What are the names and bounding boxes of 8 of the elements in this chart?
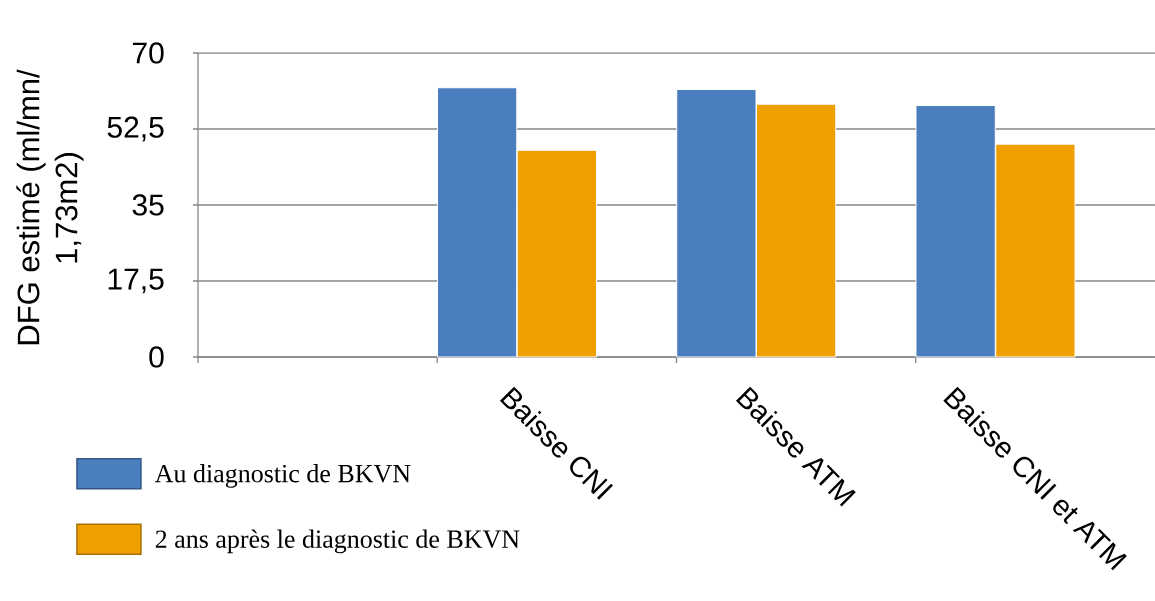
y-axis-title: DFG estimé (ml/mn/ 1,73m2) bbox=[16, 69, 84, 345]
y-tick-label: 35 bbox=[132, 194, 164, 216]
legend-label: Au diagnostic de BKVN bbox=[154, 464, 411, 488]
legend-label: 2 ans après le diagnostic de BKVN bbox=[155, 529, 520, 554]
y-tick-label: 70 bbox=[132, 42, 164, 64]
y-tick-label: 0 bbox=[149, 346, 164, 368]
y-tick-label: 52,5 bbox=[107, 116, 164, 142]
y-tick-label: 17,5 bbox=[108, 268, 164, 294]
